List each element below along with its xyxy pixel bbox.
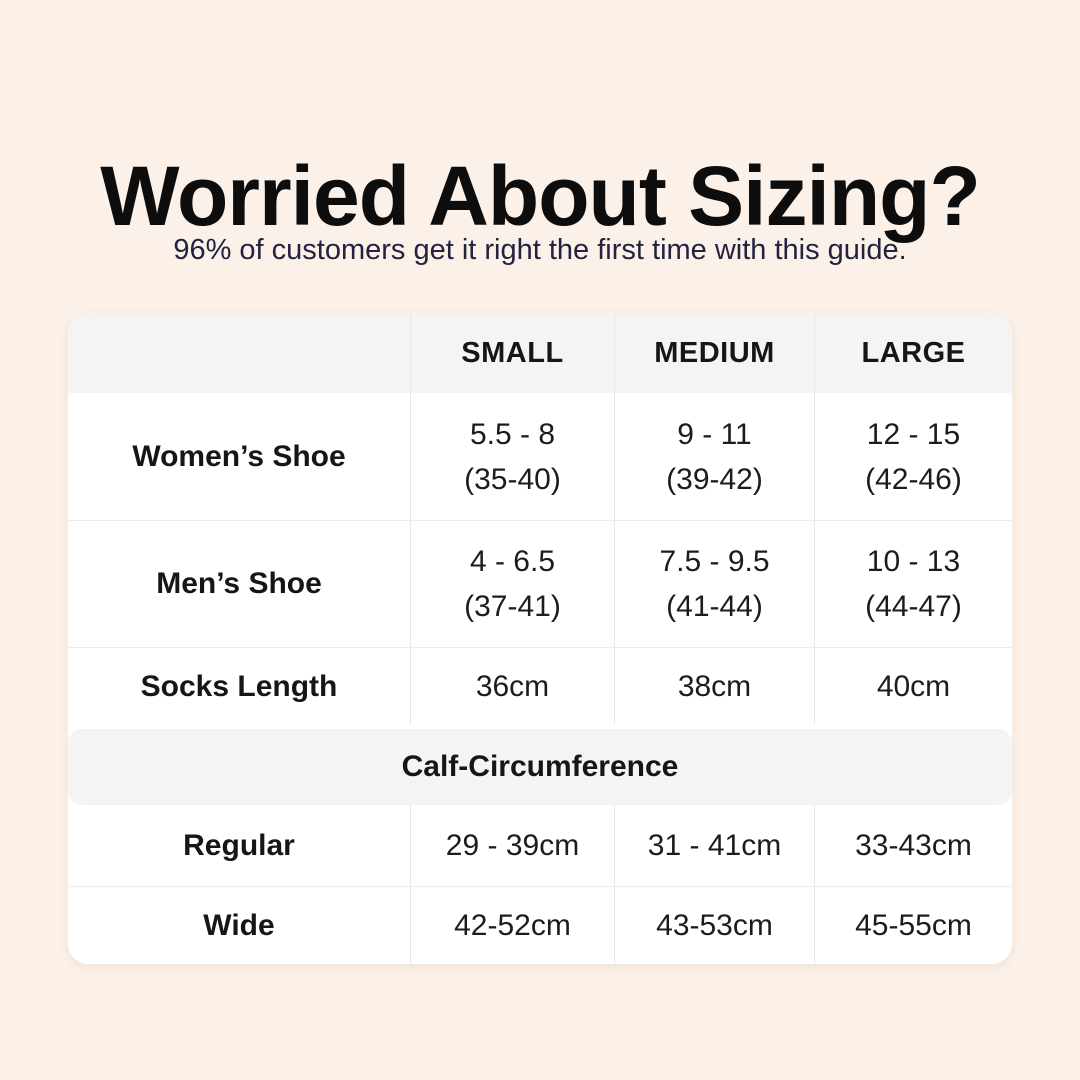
cell-value-line: (44-47) bbox=[865, 590, 962, 623]
cell-value-line: 5.5 - 8 bbox=[469, 417, 556, 451]
row-label: Regular bbox=[183, 828, 295, 862]
cell-wide-large: 45-55cm bbox=[814, 887, 1012, 964]
cell-value-line: 38cm bbox=[677, 670, 752, 703]
cell-value-line: 31 - 41cm bbox=[647, 829, 782, 862]
cell-womens-small: 5.5 - 8 (35-40) bbox=[410, 393, 614, 520]
cell-value-line: 45-55cm bbox=[855, 909, 972, 942]
cell-regular-small: 29 - 39cm bbox=[410, 805, 614, 886]
cell-regular-large: 33-43cm bbox=[814, 805, 1012, 886]
section-header-calf-circumference: Calf-Circumference bbox=[68, 729, 1012, 805]
cell-wide-medium: 43-53cm bbox=[613, 887, 814, 964]
header-cell-empty bbox=[68, 313, 410, 393]
cell-value-line: (39-42) bbox=[666, 462, 763, 496]
cell-socks-large: 40cm bbox=[814, 648, 1012, 725]
cell-value-line: 29 - 39cm bbox=[445, 829, 580, 862]
cell-value-line: 12 - 15 bbox=[866, 417, 961, 451]
cell-value-line: (37-41) bbox=[464, 590, 561, 623]
size-chart-table: SMALL MEDIUM LARGE Women’s Shoe 5.5 - 8 … bbox=[68, 313, 1012, 964]
cell-value-line: (35-40) bbox=[464, 462, 561, 496]
table-row-socks-length: Socks Length 36cm 38cm 40cm bbox=[68, 647, 1012, 725]
table-row-regular: Regular 29 - 39cm 31 - 41cm 33-43cm bbox=[68, 805, 1012, 886]
cell-value-line: 9 - 11 bbox=[677, 417, 752, 451]
cell-regular-medium: 31 - 41cm bbox=[613, 805, 814, 886]
row-label: Women’s Shoe bbox=[132, 439, 346, 473]
cell-value-line: 42-52cm bbox=[454, 909, 571, 942]
cell-value-line: 7.5 - 9.5 bbox=[659, 545, 770, 578]
cell-wide-small: 42-52cm bbox=[410, 887, 614, 964]
cell-value-line: (42-46) bbox=[865, 462, 962, 496]
row-label: Wide bbox=[203, 908, 275, 942]
cell-womens-medium: 9 - 11 (39-42) bbox=[613, 393, 814, 520]
row-label: Socks Length bbox=[140, 669, 338, 703]
page-subtitle: 96% of customers get it right the first … bbox=[173, 234, 907, 266]
cell-mens-large: 10 - 13 (44-47) bbox=[814, 521, 1012, 647]
table-row-womens-shoe: Women’s Shoe 5.5 - 8 (35-40) 9 - 11 (39-… bbox=[68, 393, 1012, 520]
cell-value-line: 36cm bbox=[475, 670, 550, 703]
cell-socks-small: 36cm bbox=[410, 648, 614, 725]
row-label: Men’s Shoe bbox=[156, 567, 322, 600]
cell-mens-small: 4 - 6.5 (37-41) bbox=[410, 521, 614, 647]
table-row-wide: Wide 42-52cm 43-53cm 45-55cm bbox=[68, 886, 1012, 964]
cell-value-line: (41-44) bbox=[666, 590, 763, 623]
header-cell-medium: MEDIUM bbox=[613, 313, 814, 393]
page-title: Worried About Sizing? bbox=[100, 149, 981, 244]
header-cell-large: LARGE bbox=[814, 313, 1012, 393]
table-header-row: SMALL MEDIUM LARGE bbox=[68, 313, 1012, 393]
cell-socks-medium: 38cm bbox=[613, 648, 814, 725]
cell-womens-large: 12 - 15 (42-46) bbox=[814, 393, 1012, 520]
cell-value-line: 10 - 13 bbox=[866, 545, 961, 578]
header-cell-small: SMALL bbox=[410, 313, 614, 393]
cell-mens-medium: 7.5 - 9.5 (41-44) bbox=[613, 521, 814, 647]
cell-value-line: 4 - 6.5 bbox=[469, 545, 556, 578]
table-row-mens-shoe: Men’s Shoe 4 - 6.5 (37-41) 7.5 - 9.5 (41… bbox=[68, 520, 1012, 647]
cell-value-line: 43-53cm bbox=[656, 909, 773, 942]
cell-value-line: 40cm bbox=[876, 670, 951, 703]
cell-value-line: 33-43cm bbox=[855, 829, 972, 862]
